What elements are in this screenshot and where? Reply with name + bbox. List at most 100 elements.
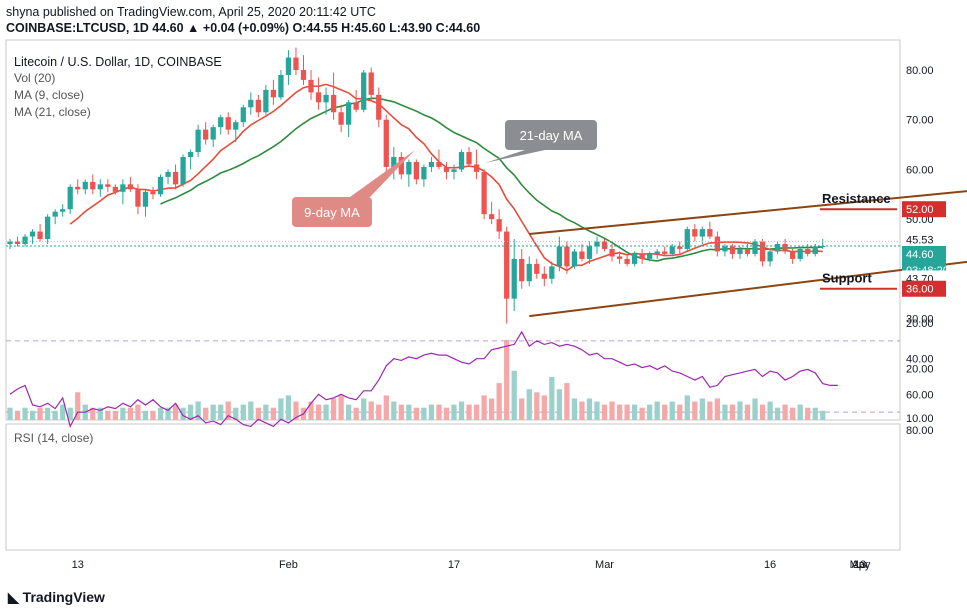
volume-bar (466, 404, 472, 420)
footer: ◣ TradingView (0, 582, 967, 614)
candle-body (67, 186, 73, 210)
volume-bar (391, 401, 397, 420)
volume-bar (797, 404, 803, 420)
candle-body (466, 152, 472, 165)
volume-bar (564, 383, 570, 420)
volume-bar (707, 401, 713, 420)
candle-body (729, 246, 736, 254)
candle-body (150, 191, 156, 195)
candle-body (353, 102, 359, 110)
volume-bar (541, 395, 547, 420)
candle-body (172, 171, 179, 185)
volume-bar (338, 395, 344, 420)
volume-bar (631, 404, 638, 420)
volume-bar (210, 404, 216, 420)
candle-body (443, 166, 450, 172)
ma9-legend: MA (9, close) (14, 88, 84, 102)
symbol-line: COINBASE:LTCUSD, 1D 44.60 ▲ +0.04 (+0.09… (6, 21, 480, 35)
volume-bar (473, 404, 480, 420)
chart-title: Litecoin / U.S. Dollar, 1D, COINBASE (14, 55, 222, 69)
y-tick-label: 10.00 (906, 413, 934, 425)
candle-body (233, 122, 239, 130)
volume-bar (120, 407, 126, 420)
volume-bar (37, 407, 43, 420)
volume-bar (330, 398, 337, 420)
volume-bar (142, 410, 149, 420)
volume-bar (44, 407, 51, 420)
volume-bar (180, 407, 186, 420)
candle-body (421, 166, 427, 180)
candle-body (556, 246, 562, 267)
candle-body (97, 184, 103, 190)
volume-bar (586, 398, 593, 420)
candle-body (616, 256, 623, 259)
candle-body (218, 117, 224, 128)
candle-body (722, 246, 728, 252)
channel-upper-line (529, 190, 967, 236)
volume-bar (22, 407, 28, 420)
volume-bar (361, 398, 367, 420)
volume-bar (549, 376, 555, 420)
y-tick-label: 70.00 (906, 115, 934, 127)
candle-body (315, 92, 322, 103)
candle-body (436, 161, 442, 167)
volume-bar (278, 398, 284, 420)
volume-bar (67, 407, 73, 420)
candle-body (346, 102, 352, 125)
ma21-callout-text: 21-day MA (520, 128, 583, 143)
candle-body (639, 253, 645, 259)
candle-body (647, 253, 653, 259)
candle-body (90, 181, 96, 190)
candle-body (376, 94, 382, 120)
candle-body (699, 229, 705, 237)
support-label: Support (822, 271, 872, 286)
x-tick-label: 17 (448, 559, 460, 571)
candle-body (240, 107, 246, 123)
volume-bar (323, 404, 329, 420)
volume-bar (29, 410, 36, 420)
volume-bar (782, 404, 788, 420)
resistance-price-tag-bg (902, 201, 946, 218)
ma9-callout-box (292, 197, 372, 227)
candle-body (707, 229, 713, 237)
volume-bar (805, 407, 811, 420)
volume-bar (774, 407, 781, 420)
volume-bar (157, 407, 164, 420)
symbol-ohlc-text: COINBASE:LTCUSD, 1D 44.60 ▲ +0.04 (+0.09… (6, 21, 481, 35)
candle-body (300, 70, 307, 80)
y-tick-label: 60.00 (906, 164, 934, 176)
volume-bar (240, 404, 246, 420)
ma21-legend: MA (21, close) (14, 105, 91, 119)
volume-bar (571, 398, 578, 420)
x-tick-label: Apr (851, 559, 868, 571)
x-tick-label: 13 (854, 559, 866, 571)
volume-bar (172, 404, 179, 420)
volume-bar (669, 401, 675, 420)
chart-canvas[interactable]: 80.0070.0060.0050.0040.0030.0020.0010.00… (0, 0, 967, 582)
volume-bar (187, 404, 194, 420)
candle-body (579, 251, 585, 259)
volume-bar (248, 401, 254, 420)
volume-bar (594, 401, 600, 420)
rsi-tick-label: 60.00 (906, 389, 934, 401)
candle-body (428, 161, 435, 167)
candle-body (496, 219, 502, 232)
candle-body (752, 241, 758, 254)
candle-body (383, 119, 389, 167)
volume-bar (579, 401, 585, 420)
candle-body (767, 251, 773, 262)
volume-bar (677, 404, 683, 420)
ma21-callout-pointer (485, 150, 545, 163)
volume-bar (744, 404, 751, 420)
x-tick-label: 13 (72, 559, 84, 571)
y-tick-label: 30.00 (906, 314, 934, 326)
candle-body (473, 164, 480, 172)
candle-body (692, 229, 698, 237)
candle-body (105, 184, 111, 187)
vol-legend: Vol (20) (14, 71, 55, 85)
tradingview-logo[interactable]: ◣ TradingView (8, 589, 105, 606)
candle-body (180, 157, 186, 185)
volume-bar (308, 401, 314, 420)
volume-bar (135, 404, 141, 420)
candle-body (488, 214, 495, 220)
